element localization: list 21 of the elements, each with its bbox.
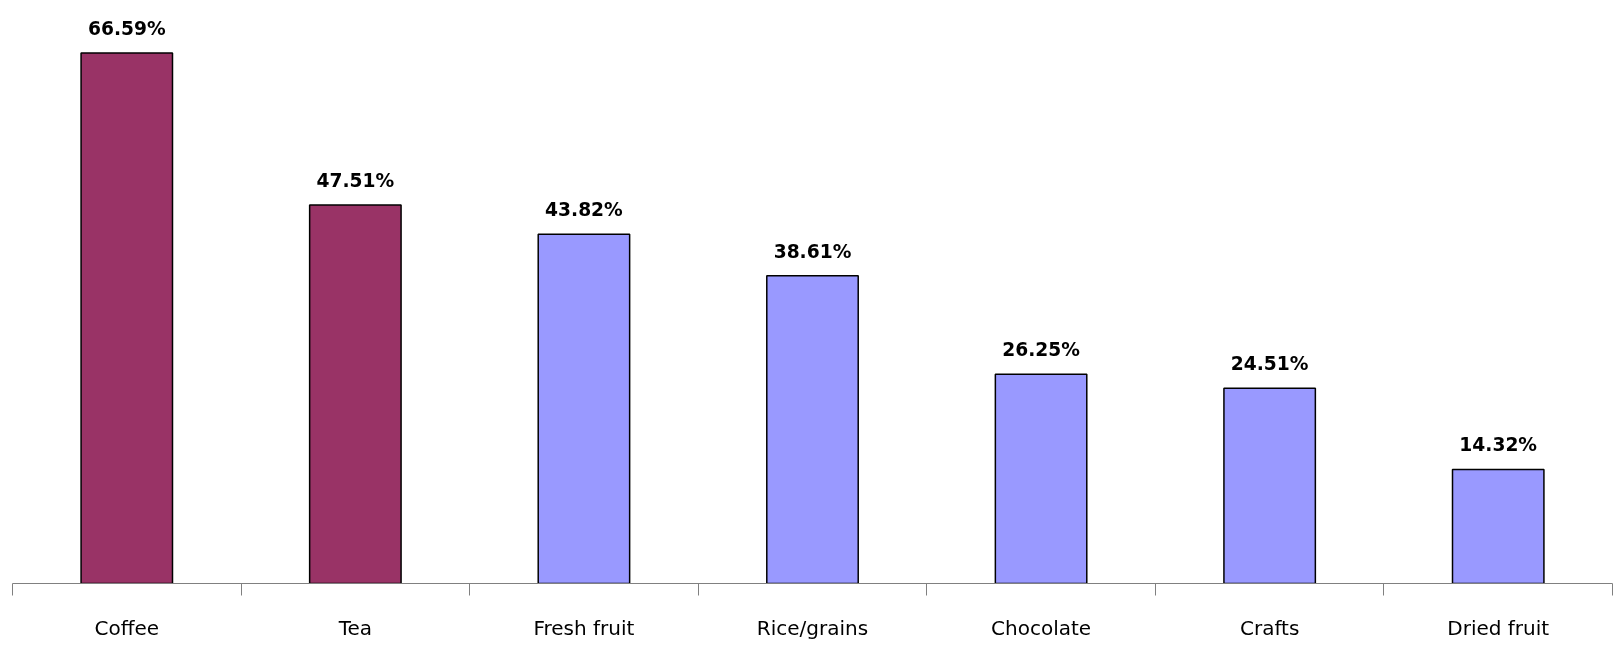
x-tick-label: Crafts (1239, 615, 1300, 640)
bar (537, 233, 631, 584)
data-label: 66.59% (87, 17, 166, 39)
x-tick-label: Coffee (94, 615, 160, 640)
data-label: 24.51% (1230, 353, 1309, 375)
data-label: 47.51% (316, 169, 395, 191)
bar (80, 52, 174, 584)
x-tick-label: Rice/grains (756, 615, 869, 640)
x-tick-label: Dried fruit (1447, 615, 1550, 640)
x-tick-label: Chocolate (991, 615, 1092, 640)
bar (1223, 387, 1317, 584)
data-label: 38.61% (773, 240, 852, 262)
data-label: 26.25% (1002, 339, 1081, 361)
bar (766, 275, 859, 584)
data-label: 14.32% (1459, 434, 1538, 456)
data-label: 43.82% (545, 199, 624, 221)
bar (1451, 468, 1545, 584)
x-tick-label: Tea (337, 615, 373, 640)
bar (994, 373, 1088, 584)
bar (308, 204, 402, 584)
x-tick-label: Fresh fruit (533, 615, 635, 640)
